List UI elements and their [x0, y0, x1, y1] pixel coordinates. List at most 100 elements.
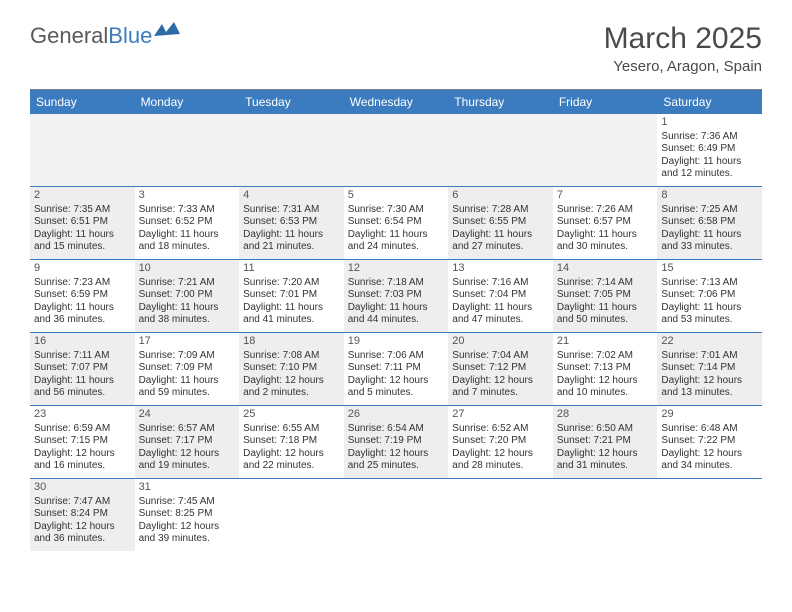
- calendar-cell: [344, 114, 449, 186]
- sunset-text: Sunset: 7:03 PM: [348, 289, 445, 302]
- day-number: 23: [34, 408, 131, 422]
- day-header-row: Sunday Monday Tuesday Wednesday Thursday…: [30, 90, 762, 114]
- sunset-text: Sunset: 6:55 PM: [452, 216, 549, 229]
- calendar-week: 9Sunrise: 7:23 AMSunset: 6:59 PMDaylight…: [30, 260, 762, 333]
- day-number: 19: [348, 335, 445, 349]
- sunset-text: Sunset: 7:17 PM: [139, 435, 236, 448]
- daylight-text: Daylight: 12 hours and 39 minutes.: [139, 521, 236, 546]
- sunset-text: Sunset: 6:49 PM: [661, 143, 758, 156]
- sunrise-text: Sunrise: 7:28 AM: [452, 204, 549, 217]
- calendar-cell: [448, 479, 553, 551]
- daylight-text: Daylight: 12 hours and 19 minutes.: [139, 448, 236, 473]
- location-text: Yesero, Aragon, Spain: [604, 58, 762, 75]
- day-number: 22: [661, 335, 758, 349]
- calendar-cell: 13Sunrise: 7:16 AMSunset: 7:04 PMDayligh…: [448, 260, 553, 332]
- sunrise-text: Sunrise: 6:48 AM: [661, 423, 758, 436]
- sunrise-text: Sunrise: 7:35 AM: [34, 204, 131, 217]
- daylight-text: Daylight: 12 hours and 36 minutes.: [34, 521, 131, 546]
- daylight-text: Daylight: 11 hours and 38 minutes.: [139, 302, 236, 327]
- calendar-cell: 22Sunrise: 7:01 AMSunset: 7:14 PMDayligh…: [657, 333, 762, 405]
- day-number: 6: [452, 189, 549, 203]
- calendar-cell: 8Sunrise: 7:25 AMSunset: 6:58 PMDaylight…: [657, 187, 762, 259]
- day-number: 4: [243, 189, 340, 203]
- sunset-text: Sunset: 6:58 PM: [661, 216, 758, 229]
- sunrise-text: Sunrise: 7:26 AM: [557, 204, 654, 217]
- day-number: 26: [348, 408, 445, 422]
- dayhead-friday: Friday: [553, 90, 658, 114]
- sunset-text: Sunset: 7:10 PM: [243, 362, 340, 375]
- daylight-text: Daylight: 11 hours and 33 minutes.: [661, 229, 758, 254]
- day-number: 20: [452, 335, 549, 349]
- sunrise-text: Sunrise: 7:36 AM: [661, 131, 758, 144]
- calendar-cell: 19Sunrise: 7:06 AMSunset: 7:11 PMDayligh…: [344, 333, 449, 405]
- sunset-text: Sunset: 7:18 PM: [243, 435, 340, 448]
- page-title: March 2025: [604, 22, 762, 56]
- sunrise-text: Sunrise: 7:13 AM: [661, 277, 758, 290]
- calendar-cell: 31Sunrise: 7:45 AMSunset: 8:25 PMDayligh…: [135, 479, 240, 551]
- calendar-cell: 5Sunrise: 7:30 AMSunset: 6:54 PMDaylight…: [344, 187, 449, 259]
- sunset-text: Sunset: 7:13 PM: [557, 362, 654, 375]
- calendar-cell: 24Sunrise: 6:57 AMSunset: 7:17 PMDayligh…: [135, 406, 240, 478]
- calendar-cell: 26Sunrise: 6:54 AMSunset: 7:19 PMDayligh…: [344, 406, 449, 478]
- sunset-text: Sunset: 7:04 PM: [452, 289, 549, 302]
- calendar-cell: 2Sunrise: 7:35 AMSunset: 6:51 PMDaylight…: [30, 187, 135, 259]
- daylight-text: Daylight: 12 hours and 34 minutes.: [661, 448, 758, 473]
- sunset-text: Sunset: 8:25 PM: [139, 508, 236, 521]
- sunset-text: Sunset: 6:53 PM: [243, 216, 340, 229]
- daylight-text: Daylight: 12 hours and 22 minutes.: [243, 448, 340, 473]
- calendar-cell: [239, 479, 344, 551]
- calendar-cell: 3Sunrise: 7:33 AMSunset: 6:52 PMDaylight…: [135, 187, 240, 259]
- calendar-cell: 16Sunrise: 7:11 AMSunset: 7:07 PMDayligh…: [30, 333, 135, 405]
- dayhead-thursday: Thursday: [448, 90, 553, 114]
- sunset-text: Sunset: 7:11 PM: [348, 362, 445, 375]
- daylight-text: Daylight: 12 hours and 13 minutes.: [661, 375, 758, 400]
- calendar-cell: 9Sunrise: 7:23 AMSunset: 6:59 PMDaylight…: [30, 260, 135, 332]
- daylight-text: Daylight: 11 hours and 56 minutes.: [34, 375, 131, 400]
- daylight-text: Daylight: 11 hours and 53 minutes.: [661, 302, 758, 327]
- day-number: 24: [139, 408, 236, 422]
- calendar-cell: 20Sunrise: 7:04 AMSunset: 7:12 PMDayligh…: [448, 333, 553, 405]
- calendar-cell: [448, 114, 553, 186]
- day-number: 14: [557, 262, 654, 276]
- sunset-text: Sunset: 7:21 PM: [557, 435, 654, 448]
- sunset-text: Sunset: 7:20 PM: [452, 435, 549, 448]
- day-number: 10: [139, 262, 236, 276]
- logo-text-general: General: [30, 23, 108, 49]
- sunset-text: Sunset: 7:22 PM: [661, 435, 758, 448]
- sunrise-text: Sunrise: 7:06 AM: [348, 350, 445, 363]
- calendar-cell: 30Sunrise: 7:47 AMSunset: 8:24 PMDayligh…: [30, 479, 135, 551]
- sunrise-text: Sunrise: 7:25 AM: [661, 204, 758, 217]
- dayhead-saturday: Saturday: [657, 90, 762, 114]
- sunrise-text: Sunrise: 7:16 AM: [452, 277, 549, 290]
- daylight-text: Daylight: 11 hours and 24 minutes.: [348, 229, 445, 254]
- day-number: 28: [557, 408, 654, 422]
- sunrise-text: Sunrise: 6:54 AM: [348, 423, 445, 436]
- sunrise-text: Sunrise: 7:30 AM: [348, 204, 445, 217]
- daylight-text: Daylight: 12 hours and 2 minutes.: [243, 375, 340, 400]
- day-number: 25: [243, 408, 340, 422]
- day-number: 3: [139, 189, 236, 203]
- sunrise-text: Sunrise: 7:31 AM: [243, 204, 340, 217]
- daylight-text: Daylight: 11 hours and 44 minutes.: [348, 302, 445, 327]
- calendar-cell: 11Sunrise: 7:20 AMSunset: 7:01 PMDayligh…: [239, 260, 344, 332]
- day-number: 17: [139, 335, 236, 349]
- day-number: 5: [348, 189, 445, 203]
- calendar-cell: 15Sunrise: 7:13 AMSunset: 7:06 PMDayligh…: [657, 260, 762, 332]
- daylight-text: Daylight: 12 hours and 16 minutes.: [34, 448, 131, 473]
- sunrise-text: Sunrise: 7:11 AM: [34, 350, 131, 363]
- calendar-cell: [135, 114, 240, 186]
- sunset-text: Sunset: 6:54 PM: [348, 216, 445, 229]
- sunrise-text: Sunrise: 6:57 AM: [139, 423, 236, 436]
- daylight-text: Daylight: 12 hours and 31 minutes.: [557, 448, 654, 473]
- sunset-text: Sunset: 6:51 PM: [34, 216, 131, 229]
- sunset-text: Sunset: 7:14 PM: [661, 362, 758, 375]
- daylight-text: Daylight: 11 hours and 30 minutes.: [557, 229, 654, 254]
- calendar-cell: 4Sunrise: 7:31 AMSunset: 6:53 PMDaylight…: [239, 187, 344, 259]
- day-number: 12: [348, 262, 445, 276]
- daylight-text: Daylight: 12 hours and 25 minutes.: [348, 448, 445, 473]
- sunset-text: Sunset: 6:52 PM: [139, 216, 236, 229]
- calendar-cell: [553, 479, 658, 551]
- day-number: 16: [34, 335, 131, 349]
- sunset-text: Sunset: 7:12 PM: [452, 362, 549, 375]
- day-number: 2: [34, 189, 131, 203]
